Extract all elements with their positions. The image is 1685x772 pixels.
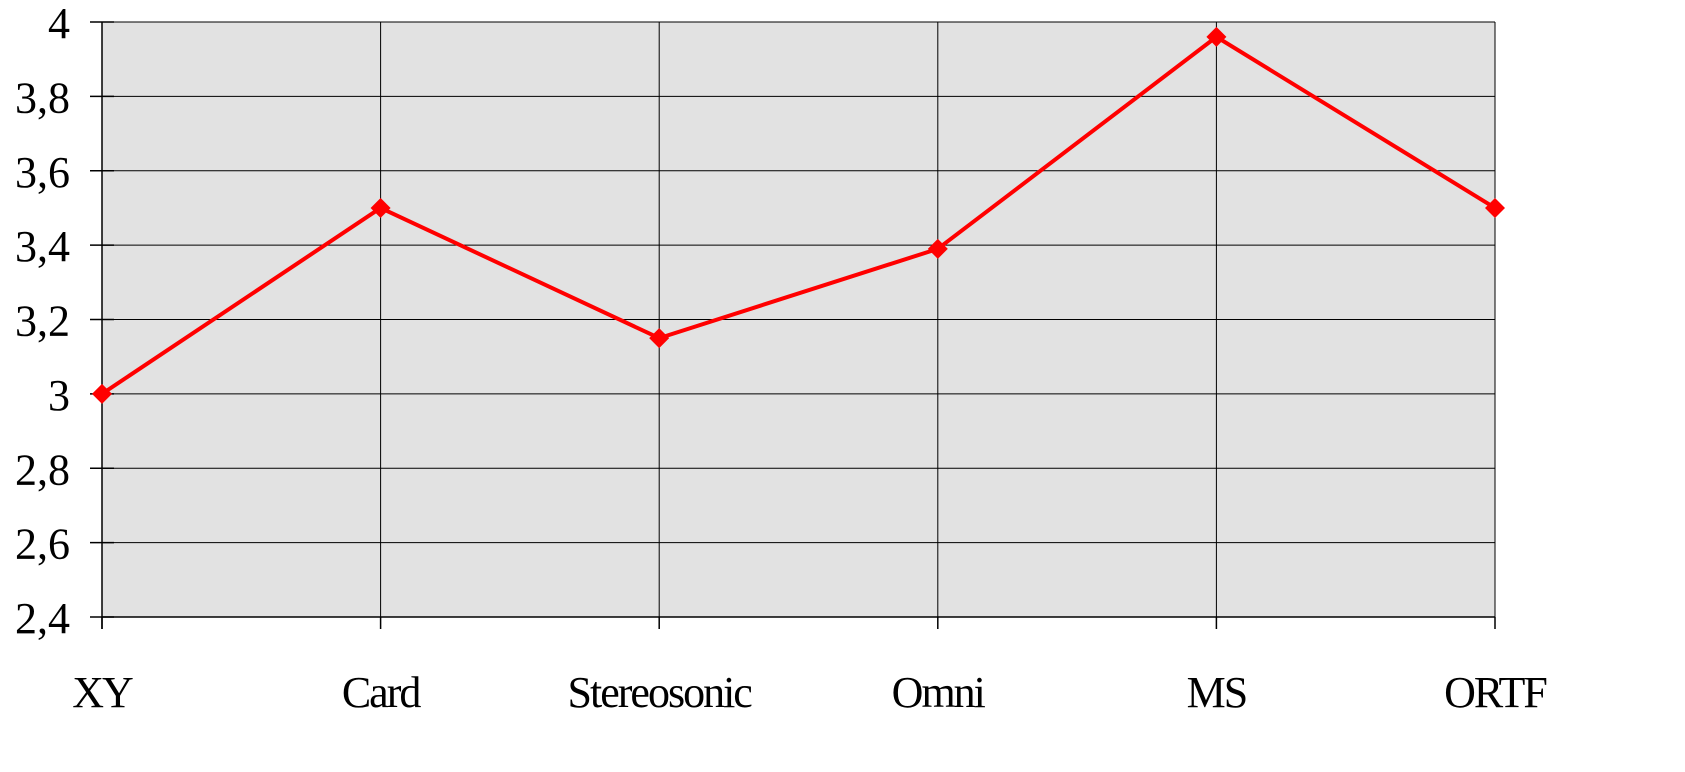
- data-point-card: [370, 197, 391, 218]
- data-point-stereosonic: [649, 328, 670, 349]
- x-tick-label-stereosonic: Stereosonic: [568, 668, 753, 717]
- x-axis-tick-labels: XY Card Stereosonic Omni MS ORTF: [72, 668, 1548, 717]
- y-tick-label: 3,6: [15, 148, 70, 197]
- y-tick-label: 2,6: [15, 520, 70, 569]
- data-point-omni: [927, 238, 948, 259]
- x-tick-label-ms: MS: [1187, 668, 1247, 717]
- y-tick-label: 2,8: [15, 445, 70, 494]
- x-tick-label-omni: Omni: [892, 668, 986, 717]
- axes: [90, 21, 1496, 629]
- y-tick-label: 3,8: [15, 73, 70, 122]
- y-tick-label: 3,4: [15, 222, 70, 271]
- data-point-ortf: [1485, 197, 1505, 218]
- series: [92, 26, 1505, 404]
- y-tick-label: 3,2: [15, 297, 70, 346]
- data-point-xy: [92, 383, 112, 404]
- y-tick-label: 2,4: [15, 594, 70, 643]
- x-tick-label-ortf: ORTF: [1444, 668, 1546, 717]
- y-axis-tick-labels: 2,4 2,6 2,8 3 3,2 3,4 3,6 3,8 4: [15, 0, 70, 643]
- data-point-ms: [1206, 26, 1227, 47]
- x-tick-label-xy: XY: [72, 668, 133, 717]
- y-tick-label: 3: [48, 371, 70, 420]
- y-tick-label: 4: [48, 0, 70, 48]
- x-tick-label-card: Card: [342, 668, 422, 717]
- series-line-0: [100, 34, 1497, 396]
